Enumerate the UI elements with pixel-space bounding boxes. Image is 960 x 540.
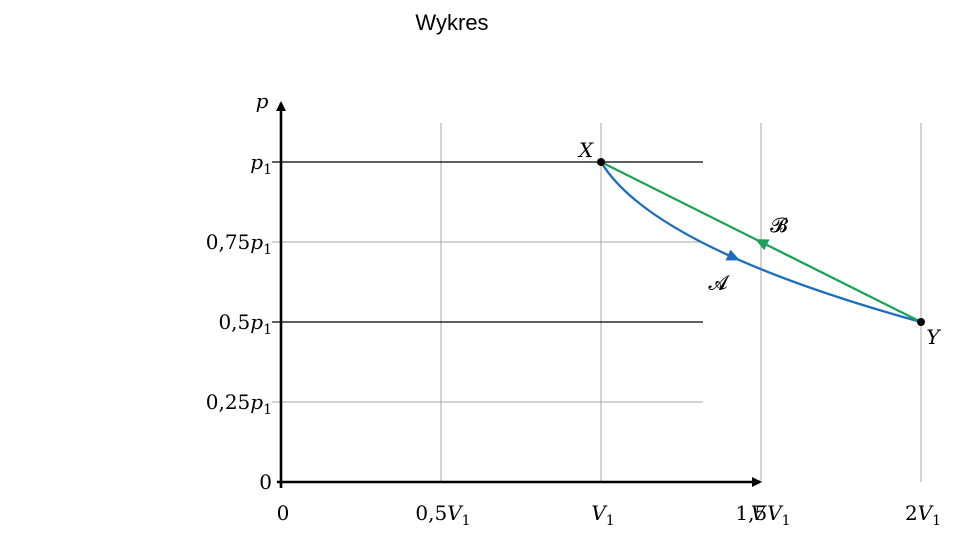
grid xyxy=(272,123,922,482)
state-point-y xyxy=(917,318,925,326)
chart-title: Wykres xyxy=(415,10,489,35)
process-curve-A xyxy=(600,161,922,324)
state-label-y: Y xyxy=(926,325,941,349)
y-tick-label: 0 xyxy=(259,470,272,494)
x-tick-label: 2V1 xyxy=(905,501,941,529)
y-axis-label: p xyxy=(256,89,269,113)
state-label-x: X xyxy=(577,138,594,162)
process-arrow-B xyxy=(755,239,770,251)
process-label-A: 𝓐 xyxy=(708,271,730,295)
process-label-B: 𝓑 xyxy=(770,213,788,237)
x-axis-label: V xyxy=(751,501,768,525)
tick-labels: Vp00,5V1V11,5V12V12,5V100,25p10,5p10,75p… xyxy=(206,89,942,529)
points xyxy=(597,158,925,326)
x-tick-label: 0,5V1 xyxy=(415,501,470,529)
series xyxy=(600,160,922,324)
y-tick-label: p1 xyxy=(250,150,272,178)
x-tick-label: 0 xyxy=(277,501,290,525)
state-point-x xyxy=(597,158,605,166)
process-arrow-A xyxy=(725,249,740,261)
x-tick-label: V1 xyxy=(591,501,614,529)
x-tick-label: 1,5V1 xyxy=(735,501,790,529)
axes xyxy=(276,101,762,488)
y-tick-label: 0,25p1 xyxy=(206,390,272,418)
y-tick-label: 0,75p1 xyxy=(206,230,272,258)
y-tick-label: 0,5p1 xyxy=(218,310,272,338)
